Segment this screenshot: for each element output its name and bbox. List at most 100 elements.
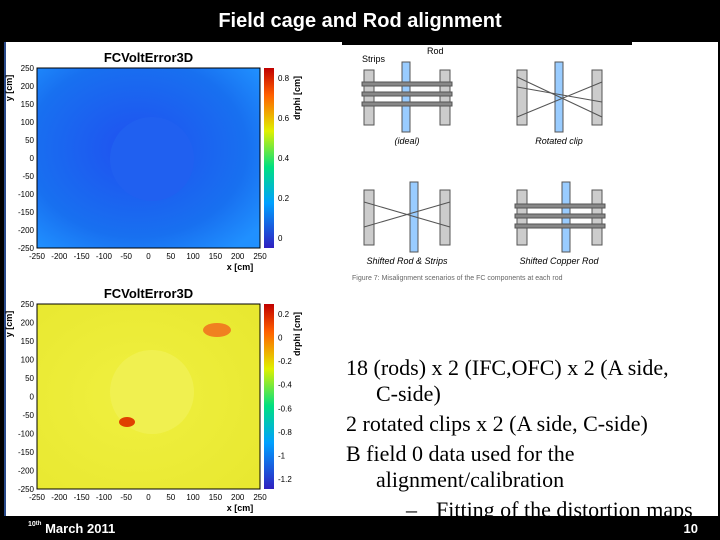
axis-label: drphi [cm] [292, 76, 302, 120]
diagram-caption: Figure 7: Misalignment scenarios of the … [352, 275, 563, 282]
axis-label: x [cm] [227, 503, 254, 513]
axis-label: x [cm] [227, 262, 254, 272]
x-tick-label: 250 [253, 493, 267, 502]
plot-frame [36, 67, 261, 249]
x-tick-label: 100 [186, 493, 200, 502]
colorbar-tick-label: 0 [278, 234, 283, 243]
y-tick-label: 150 [21, 337, 35, 346]
colorbar [264, 68, 274, 248]
colorbar-tick-label: 0.2 [278, 310, 290, 319]
y-tick-label: -250 [18, 244, 35, 253]
y-tick-label: 200 [21, 319, 35, 328]
sub-bullet-marker: – [406, 497, 417, 522]
y-tick-label: -200 [18, 467, 35, 476]
y-tick-label: 250 [21, 300, 35, 309]
y-tick-label: -50 [22, 411, 34, 420]
x-tick-label: 0 [146, 252, 151, 261]
y-tick-label: -50 [22, 172, 34, 181]
colorbar-tick-label: -1.2 [278, 475, 292, 484]
colorbar-tick-label: -1 [278, 451, 286, 460]
axis-label: y [cm] [4, 75, 14, 102]
hot-spot [203, 323, 231, 337]
plot-frame [36, 303, 261, 490]
y-tick-label: -250 [18, 485, 35, 494]
x-tick-label: -50 [120, 493, 132, 502]
colorbar-tick-label: -0.2 [278, 357, 292, 366]
y-tick-label: 0 [30, 393, 35, 402]
x-tick-label: 150 [209, 252, 223, 261]
plot-title: FCVoltError3D [104, 286, 193, 301]
footer-date: 10th March 2011 [28, 521, 115, 536]
x-tick-label: -100 [96, 252, 113, 261]
inner-region [110, 117, 194, 201]
x-tick-label: 50 [166, 493, 175, 502]
hot-spot [119, 417, 135, 427]
diagram-label: Shifted Rod & Strips [366, 256, 448, 266]
y-tick-label: -150 [18, 448, 35, 457]
rod-diagram: Strips Rod (ideal) Rotated clip Shifted … [342, 42, 632, 282]
axis-label: y [cm] [4, 311, 14, 338]
x-tick-label: 0 [146, 493, 151, 502]
x-tick-label: 200 [231, 252, 245, 261]
x-tick-label: -250 [29, 252, 46, 261]
day: 10 [28, 521, 36, 528]
y-tick-label: -100 [18, 430, 35, 439]
y-tick-label: 150 [21, 100, 35, 109]
inner-region [110, 350, 194, 434]
x-tick-label: 50 [166, 252, 175, 261]
bullet: 2 rotated clips x 2 (A side, C-side) [346, 411, 648, 436]
colorbar-tick-label: -0.4 [278, 381, 292, 390]
x-tick-label: -200 [51, 252, 68, 261]
title-bar: Field cage and Rod alignment [0, 0, 720, 42]
bullet: B field 0 data used for the alignment/ca… [346, 441, 575, 492]
colorbar-tick-label: -0.6 [278, 404, 292, 413]
colorbar-tick-label: 0 [278, 334, 283, 343]
page-number: 10 [683, 521, 698, 536]
diagram-label: Strips [362, 54, 386, 64]
slide-title: Field cage and Rod alignment [218, 10, 502, 32]
y-tick-label: 0 [30, 154, 35, 163]
x-tick-label: 150 [209, 493, 223, 502]
diagram-label: Rod [427, 46, 444, 56]
x-tick-label: -250 [29, 493, 46, 502]
plot-1 [36, 67, 274, 249]
bullet-list: 18 (rods) x 2 (IFC,OFC) x 2 (A side, C-s… [346, 355, 696, 523]
x-tick-label: -50 [120, 252, 132, 261]
colorbar-tick-label: 0.8 [278, 74, 290, 83]
y-tick-label: -100 [18, 190, 35, 199]
y-tick-label: 100 [21, 118, 35, 127]
diagram-label: Shifted Copper Rod [519, 256, 599, 266]
x-tick-label: 100 [186, 252, 200, 261]
y-tick-label: -150 [18, 208, 35, 217]
colorbar [264, 304, 274, 489]
y-tick-label: 50 [25, 374, 34, 383]
top-line [342, 42, 632, 45]
colorbar-tick-label: 0.6 [278, 114, 290, 123]
colorbar-tick-label: 0.2 [278, 194, 290, 203]
rod-drawings [361, 61, 606, 253]
y-tick-label: -200 [18, 226, 35, 235]
plots: FCVoltError3D y [cm] x [cm] drphi [cm] 250 20… [4, 50, 302, 513]
x-tick-label: -200 [51, 493, 68, 502]
diagram-label: (ideal) [394, 136, 419, 146]
x-tick-label: 200 [231, 493, 245, 502]
day-suffix: th [35, 521, 42, 527]
x-tick-label: -100 [96, 493, 113, 502]
y-tick-label: 50 [25, 136, 34, 145]
x-tick-label: -150 [74, 252, 91, 261]
x-tick-label: 250 [253, 252, 267, 261]
y-tick-label: 100 [21, 356, 35, 365]
x-tick-label: -150 [74, 493, 91, 502]
slide-body: FCVoltError3D y [cm] x [cm] drphi [cm] 250 20… [4, 42, 718, 522]
plot-2 [36, 303, 274, 490]
diagram-label: Rotated clip [535, 136, 583, 146]
footer: 10th March 2011 10 [0, 516, 720, 540]
colorbar-tick-label: -0.8 [278, 428, 292, 437]
axis-label: drphi [cm] [292, 312, 302, 356]
y-tick-label: 200 [21, 82, 35, 91]
bullet: 18 (rods) x 2 (IFC,OFC) x 2 (A side, C-s… [346, 355, 669, 406]
month-year: March 2011 [41, 521, 116, 536]
y-tick-label: 250 [21, 64, 35, 73]
colorbar-tick-label: 0.4 [278, 154, 290, 163]
